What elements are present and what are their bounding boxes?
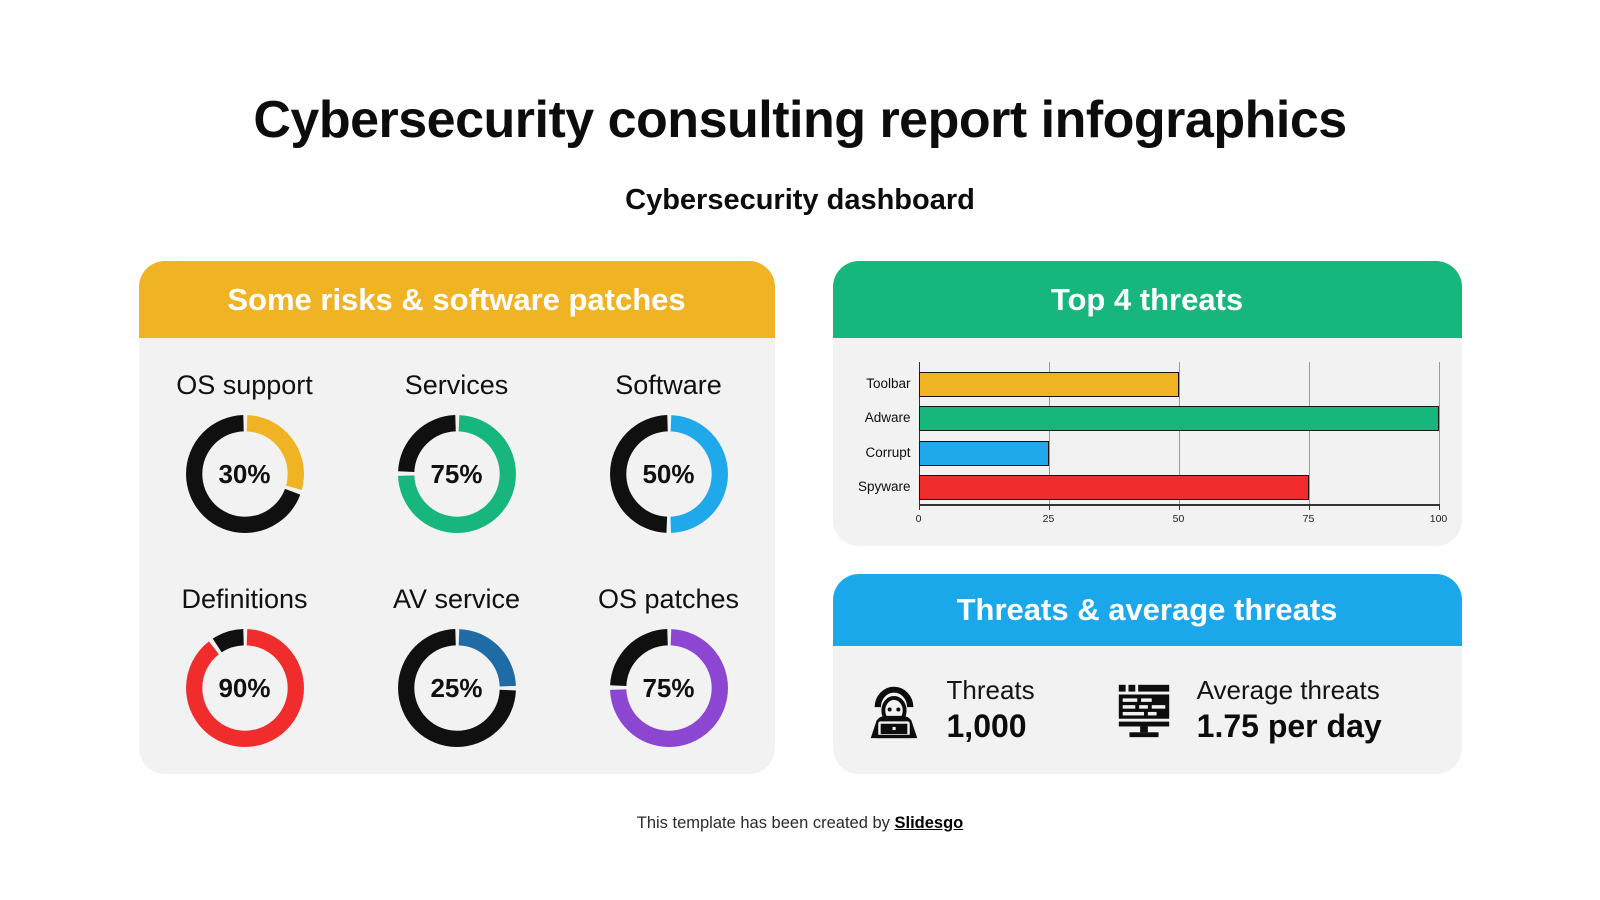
donut-percent: 90% [218,672,271,703]
donut-chart: 30% [184,413,306,535]
stats-panel: Threats & average threats [832,574,1462,774]
page-subtitle: Cybersecurity dashboard [625,184,975,216]
donut-cell-software: Software 50% [563,370,775,560]
donut-label: Definitions [181,584,308,614]
donut-label: AV service [392,584,521,614]
donut-chart: 75% [608,627,730,749]
gridline [1048,362,1050,504]
x-axis-tick [1308,504,1310,510]
page-title: Cybersecurity consulting report infograp… [253,91,1347,149]
donut-chart: 90% [184,627,306,749]
donut-percent: 25% [430,672,483,703]
stats-panel-title: Threats & average threats [956,592,1338,627]
stat-threats: Threats 1,000 [863,675,1035,745]
donut-percent: 75% [642,672,695,703]
risks-panel: Some risks & software patches OS support… [138,261,775,774]
donut-cell-av-service: AV service 25% [351,584,563,774]
bar-spyware [918,474,1309,500]
threats-panel-title: Top 4 threats [1050,281,1244,317]
slidesgo-link[interactable]: Slidesgo [894,814,964,832]
x-axis-tick [1048,504,1050,510]
donut-chart: 75% [396,413,518,535]
gridline [1308,362,1310,504]
x-axis-tick-label: 75 [1302,513,1315,525]
right-column: Top 4 threats Toolbar Adware Corrupt Spywar… [832,261,1462,774]
threats-panel-header: Top 4 threats [832,261,1462,338]
risks-panel-title: Some risks & software patches [227,281,686,317]
donut-label: Services [404,370,509,400]
x-axis-tick-label: 25 [1042,513,1055,525]
stat-text: Average threats 1.75 per day [1197,675,1382,745]
stat-text: Threats 1,000 [947,675,1035,745]
x-axis-tick [1438,504,1440,510]
stat-label: Average threats [1196,675,1380,705]
donut-label: Software [615,370,722,400]
hacker-icon [863,681,925,739]
x-axis-tick-label: 50 [1172,513,1185,525]
stat-average-threats: Average threats 1.75 per day [1113,675,1382,745]
footer-credit: This template has been created by Slides… [0,814,1600,833]
dashboard-content: Some risks & software patches OS support… [0,261,1600,774]
bar-category-label: Corrupt [865,444,911,460]
x-axis-tick-label: 0 [915,513,922,525]
donut-grid: OS support 30% Services 75% Software 50% Defin… [138,338,775,774]
donut-percent: 75% [430,458,483,489]
donut-cell-os-support: OS support 30% [139,370,351,560]
x-axis-tick-label: 100 [1429,513,1448,525]
donut-chart: 50% [608,413,730,535]
donut-label: OS patches [597,584,740,614]
stat-value: 1.75 per day [1196,708,1382,744]
donut-label: OS support [176,370,313,400]
top-threats-bar-chart: Toolbar Adware Corrupt Spyware 0 25 50 75 100 [853,362,1447,542]
bar-adware [918,406,1439,432]
donut-cell-definitions: Definitions 90% [139,584,351,774]
x-axis-tick [918,504,920,510]
monitor-code-icon [1113,681,1175,739]
stat-value: 1,000 [946,708,1027,744]
stats-panel-body: Threats 1,000 [832,646,1462,774]
stat-label: Threats [946,675,1035,705]
donut-percent: 30% [218,458,271,489]
bar-category-label: Adware [864,410,911,426]
x-axis-tick [1178,504,1180,510]
risks-panel-header: Some risks & software patches [138,261,775,338]
threats-panel: Top 4 threats Toolbar Adware Corrupt Spywar… [832,261,1462,546]
bar-toolbar [918,372,1179,397]
donut-cell-os-patches: OS patches 75% [563,584,775,774]
donut-cell-services: Services 75% [351,370,563,560]
donut-chart: 25% [396,627,518,749]
gridline [1438,362,1440,504]
bar-category-label: Toolbar [866,376,911,391]
bar-corrupt [918,440,1049,466]
stats-panel-header: Threats & average threats [832,574,1462,646]
y-axis-line [918,362,920,504]
footer-text: This template has been created by [636,814,895,832]
bar-category-label: Spyware [857,478,911,494]
threats-panel-body: Toolbar Adware Corrupt Spyware 0 25 50 75 100 [832,338,1462,546]
donut-percent: 50% [642,458,695,489]
gridline [1178,362,1180,504]
